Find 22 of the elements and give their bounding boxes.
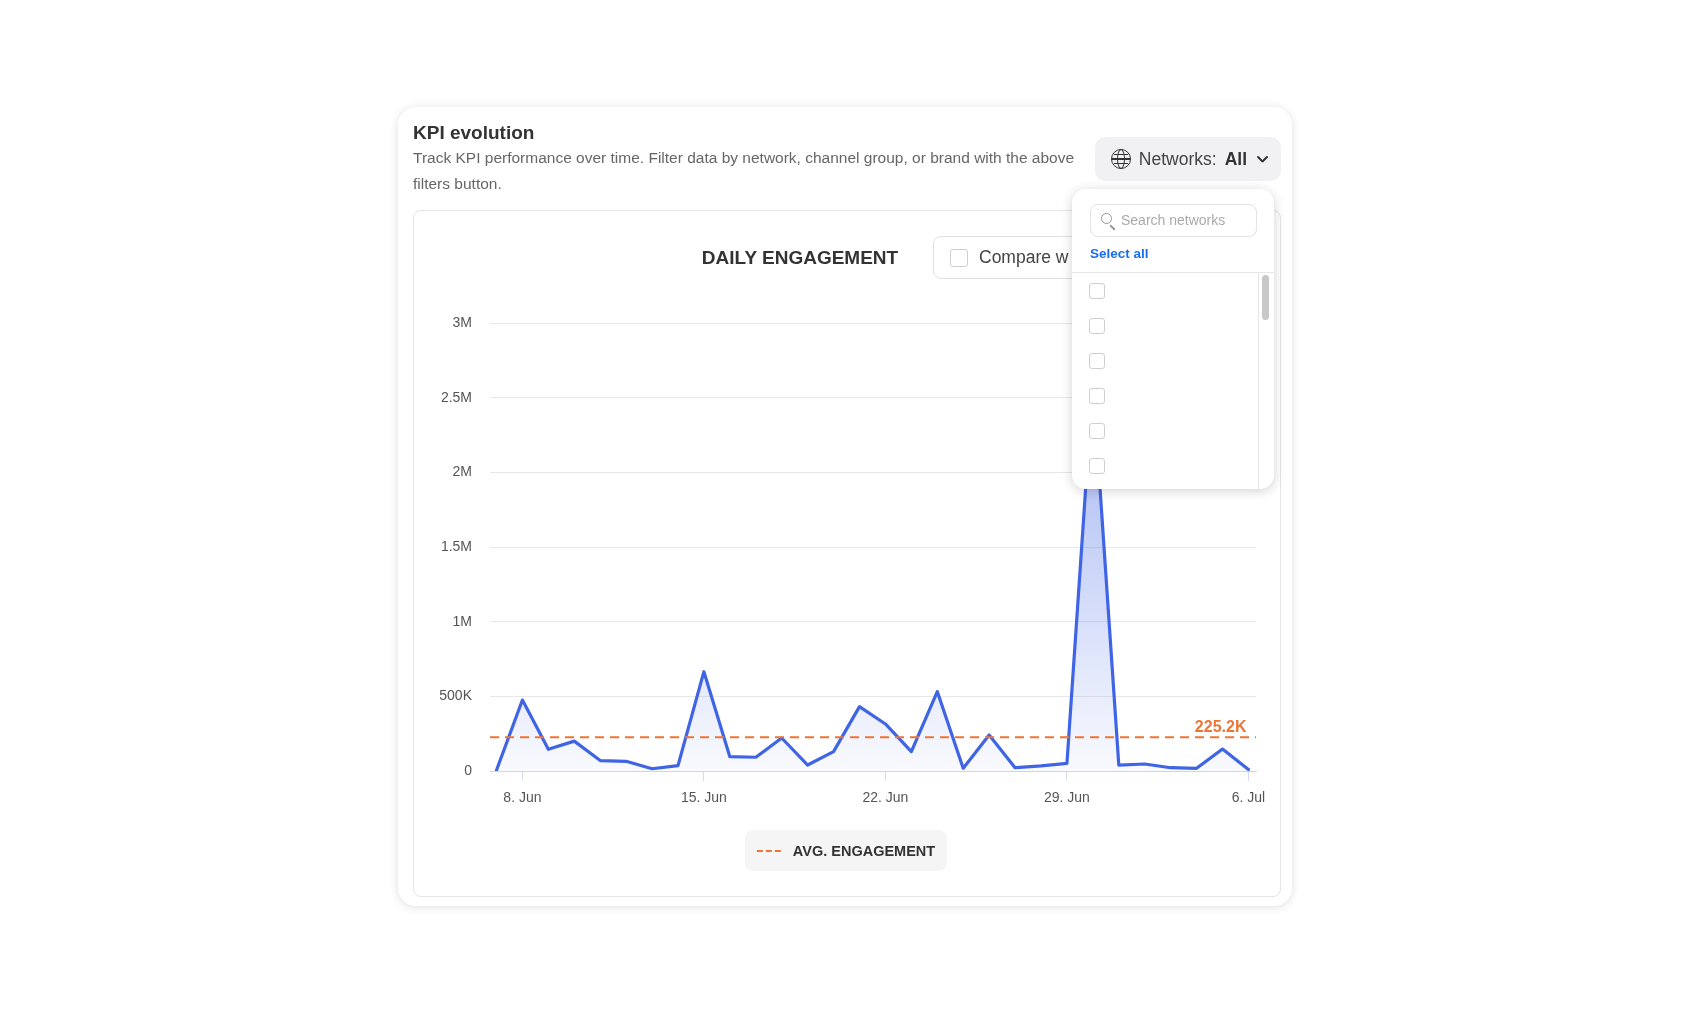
text: Search networks — [1121, 212, 1226, 228]
annotation: 225.2K — [1194, 718, 1247, 736]
y-tick-label: 3M — [452, 313, 472, 330]
text: Compare w — [979, 247, 1069, 268]
y-tick-label: 1M — [452, 612, 472, 629]
chart-title: DAILY ENGAGEMENT — [701, 247, 899, 269]
y-tick-label: 1.5M — [440, 537, 472, 554]
x-tick-label: 22. Jun — [862, 789, 909, 806]
legend-label: AVG. ENGAGEMENT — [792, 842, 936, 859]
x-tick-label: 8. Jun — [503, 789, 542, 806]
x-tick-label: 29. Jun — [1043, 789, 1090, 806]
text: All — [1224, 148, 1247, 170]
x-tick-label: 6. Jul — [1231, 789, 1266, 806]
y-tick-label: 0 — [464, 761, 473, 778]
text: Select all — [1090, 246, 1149, 261]
x-tick-label: 15. Jun — [680, 789, 727, 806]
y-tick-label: 2.5M — [440, 388, 472, 405]
y-tick-label: 500K — [439, 687, 473, 704]
y-tick-label: 2M — [452, 463, 472, 480]
text: Track KPI performance over time. Filter data by network, channel group, or brand with the above filters button. — [413, 148, 1076, 194]
text: Networks: — [1138, 148, 1217, 170]
text: KPI evolution — [413, 122, 535, 144]
